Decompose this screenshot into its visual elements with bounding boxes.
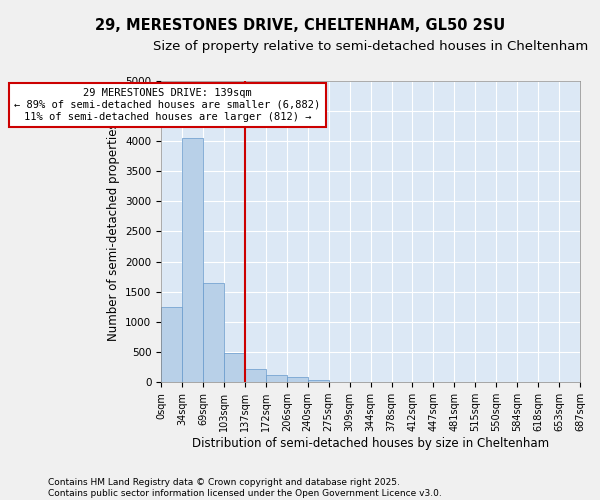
Bar [245, 369, 266, 382]
Text: Contains HM Land Registry data © Crown copyright and database right 2025.
Contai: Contains HM Land Registry data © Crown c… [48, 478, 442, 498]
Text: 29, MERESTONES DRIVE, CHELTENHAM, GL50 2SU: 29, MERESTONES DRIVE, CHELTENHAM, GL50 2… [95, 18, 505, 32]
Bar [224, 354, 245, 382]
Bar [182, 138, 203, 382]
Bar [161, 307, 182, 382]
Text: 29 MERESTONES DRIVE: 139sqm
← 89% of semi-detached houses are smaller (6,882)
11: 29 MERESTONES DRIVE: 139sqm ← 89% of sem… [14, 88, 320, 122]
Bar [308, 380, 329, 382]
Y-axis label: Number of semi-detached properties: Number of semi-detached properties [107, 122, 119, 340]
Bar [203, 282, 224, 382]
Bar [266, 375, 287, 382]
Bar [287, 378, 308, 382]
Title: Size of property relative to semi-detached houses in Cheltenham: Size of property relative to semi-detach… [153, 40, 588, 53]
X-axis label: Distribution of semi-detached houses by size in Cheltenham: Distribution of semi-detached houses by … [192, 437, 549, 450]
